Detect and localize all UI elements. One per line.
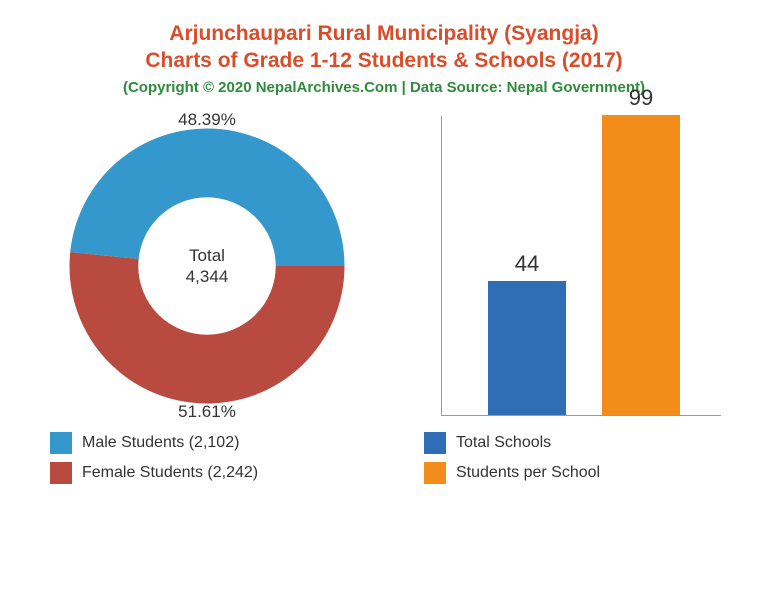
donut-legend: Male Students (2,102) Female Students (2… (50, 432, 258, 484)
bar-total_schools: 44 (488, 281, 566, 414)
donut-chart: 48.39% Total 4,344 51.61% (57, 116, 357, 416)
legend-label-total-schools: Total Schools (456, 434, 551, 452)
bar-chart: 44 99 (441, 116, 721, 416)
legend-item-students-per-school: Students per School (424, 462, 600, 484)
legend-label-female: Female Students (2,242) (82, 464, 258, 482)
legend-label-male: Male Students (2,102) (82, 434, 239, 452)
donut-panel: 48.39% Total 4,344 51.61% (30, 116, 384, 496)
title-line2: Charts of Grade 1-12 Students & Schools … (30, 47, 738, 74)
bar-students_per_school: 99 (602, 115, 680, 415)
legend-label-students-per-school: Students per School (456, 464, 600, 482)
swatch-female (50, 462, 72, 484)
donut-center-label: Total 4,344 (186, 244, 229, 287)
bar-panel: 44 99 Total Schools Students per School (384, 116, 738, 496)
bar-value-students_per_school: 99 (602, 85, 680, 111)
bar-legend: Total Schools Students per School (424, 432, 600, 484)
legend-item-male: Male Students (2,102) (50, 432, 258, 454)
female-percent-label: 51.61% (178, 402, 236, 422)
bar-value-total_schools: 44 (488, 251, 566, 277)
chart-container: Arjunchaupari Rural Municipality (Syangj… (0, 0, 768, 597)
donut-center-total-word: Total (186, 244, 229, 265)
title-line1: Arjunchaupari Rural Municipality (Syangj… (30, 20, 738, 47)
legend-item-total-schools: Total Schools (424, 432, 600, 454)
swatch-male (50, 432, 72, 454)
donut-center-total-value: 4,344 (186, 266, 229, 287)
legend-item-female: Female Students (2,242) (50, 462, 258, 484)
charts-row: 48.39% Total 4,344 51.61% (30, 116, 738, 496)
male-percent-label: 48.39% (178, 110, 236, 130)
swatch-total-schools (424, 432, 446, 454)
swatch-students-per-school (424, 462, 446, 484)
